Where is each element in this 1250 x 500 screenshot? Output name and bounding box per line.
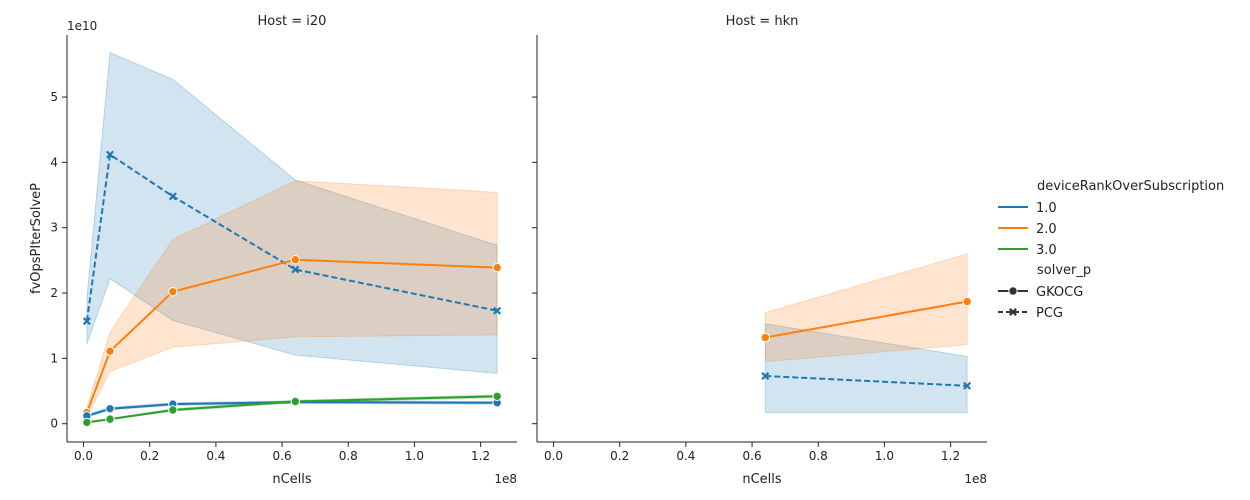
y-axis-label: fvOpsPIterSolveP: [29, 183, 44, 294]
data-point: [169, 406, 177, 414]
legend-label: 1.0: [1036, 201, 1057, 216]
panel-i20: Host = i20 0.0 0.2 0.4 0.6 0.8 1.0 1.2 0 1 2 3 4 5 1e8…: [29, 14, 517, 487]
legend-label: PCG: [1036, 306, 1063, 321]
legend-label: 3.0: [1036, 243, 1057, 258]
data-point: [106, 404, 114, 412]
x-tick-label: 0.4: [206, 449, 225, 463]
y-scale-label: 1e10: [67, 19, 97, 33]
x-tick-label: 0.2: [610, 449, 629, 463]
data-point: [761, 333, 769, 341]
legend-label: GKOCG: [1036, 285, 1083, 300]
x-tick-label: 1.2: [471, 449, 490, 463]
x-tick-label: 1.2: [941, 449, 960, 463]
panel-title: Host = hkn: [726, 14, 799, 29]
x-tick-label: 0.2: [140, 449, 159, 463]
legend-style-title: solver_p: [1037, 263, 1091, 278]
data-point: [493, 392, 501, 400]
x-tick-label: 1.0: [875, 449, 894, 463]
y-tick-label: 3: [50, 221, 58, 235]
x-tick-label: 0.4: [676, 449, 695, 463]
x-scale-label: 1e8: [964, 472, 987, 486]
data-point: [291, 256, 299, 264]
x-scale-label: 1e8: [494, 472, 517, 486]
x-axis-label: nCells: [742, 472, 782, 487]
legend-label: 2.0: [1036, 222, 1057, 237]
x-tick-label: 0.8: [809, 449, 828, 463]
x-axis-label: nCells: [272, 472, 312, 487]
data-point: [106, 347, 114, 355]
y-tick-label: 5: [50, 90, 58, 104]
data-point: [83, 418, 91, 426]
legend: deviceRankOverSubscription 1.0 2.0 3.0 solve…: [998, 179, 1224, 321]
data-point: [963, 297, 971, 305]
y-tick-label: 2: [50, 286, 58, 300]
data-point: [169, 288, 177, 296]
x-tick-label: 1.0: [405, 449, 424, 463]
x-tick-label: 0.0: [74, 449, 93, 463]
x-tick-label: 0.0: [544, 449, 563, 463]
y-tick-label: 4: [50, 155, 58, 169]
x-tick-label: 0.8: [339, 449, 358, 463]
data-point: [106, 415, 114, 423]
legend-hue-title: deviceRankOverSubscription: [1037, 179, 1224, 194]
data-point: [493, 263, 501, 271]
x-tick-label: 0.6: [273, 449, 292, 463]
panel-hkn: Host = hkn 0.0 0.2 0.4 0.6 0.8 1.0 1.2 1e8 nCells: [532, 14, 987, 487]
x-tick-label: 0.6: [743, 449, 762, 463]
y-tick-label: 0: [50, 417, 58, 431]
data-point: [291, 397, 299, 405]
legend-marker: [1009, 287, 1017, 295]
y-tick-label: 1: [50, 351, 58, 365]
panel-title: Host = i20: [258, 14, 327, 29]
